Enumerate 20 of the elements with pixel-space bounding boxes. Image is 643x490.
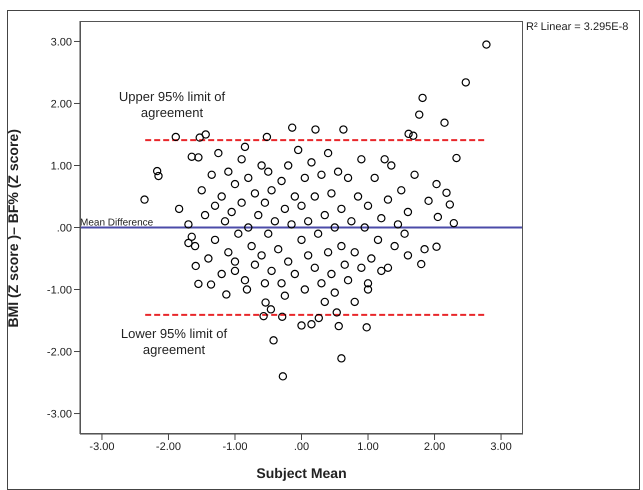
y-tick-label: 2.00 <box>50 98 72 110</box>
y-tick-label: -2.00 <box>46 346 72 358</box>
ref-line-label: Mean Difference <box>80 218 154 229</box>
y-tick-label: .00 <box>56 222 72 234</box>
x-tick-label: 3.00 <box>490 440 512 453</box>
x-tick-label: 2.00 <box>424 440 446 453</box>
y-tick-label: -1.00 <box>46 284 72 296</box>
x-tick-label: 1.00 <box>357 440 379 453</box>
y-axis-title: BMI (Z score )– BF% (Z score) <box>4 129 21 328</box>
x-tick-label: .00 <box>294 440 310 453</box>
x-tick-label: -2.00 <box>156 440 182 453</box>
y-tick-label: 3.00 <box>50 36 72 48</box>
x-tick-label: -3.00 <box>89 440 114 453</box>
y-tick-label: -3.00 <box>46 408 72 420</box>
y-tick-label: 1.00 <box>50 160 72 172</box>
x-tick-label: -1.00 <box>222 440 248 453</box>
x-axis-title: Subject Mean <box>256 465 347 481</box>
annotation: Lower 95% limit of agreement <box>120 326 228 358</box>
annotation: Upper 95% limit of agreement <box>118 89 226 121</box>
text: R² Linear = 3.295E-8 <box>526 20 628 35</box>
